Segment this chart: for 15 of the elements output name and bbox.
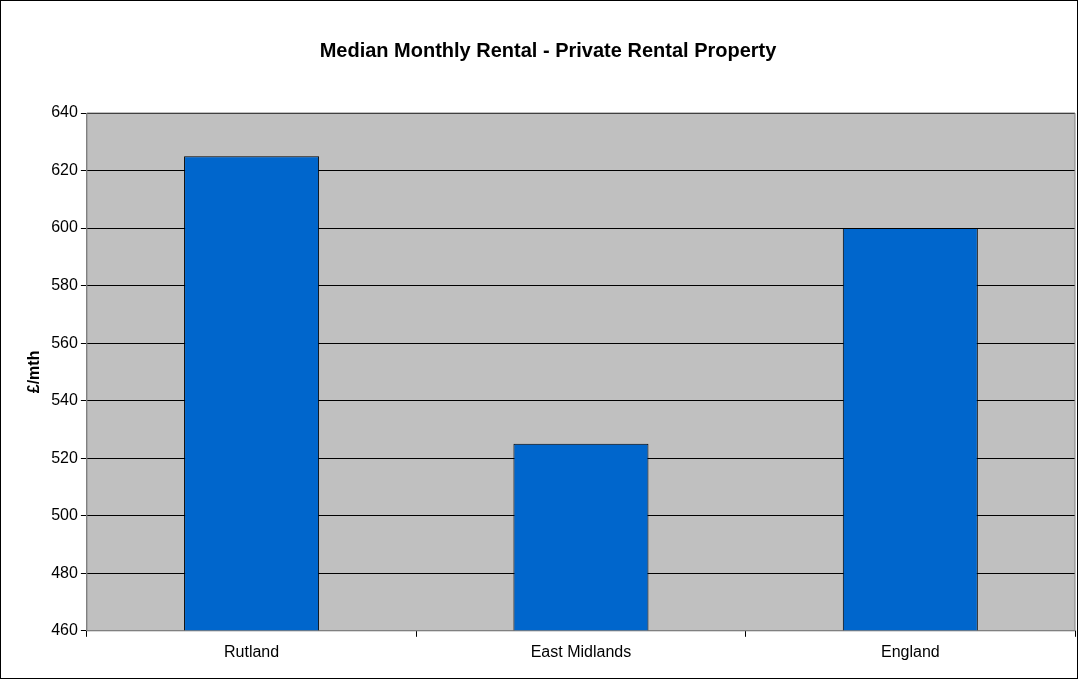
y-tick-label: 560 — [51, 333, 78, 351]
y-tick-label: 540 — [51, 391, 78, 409]
x-tick-label: East Midlands — [530, 642, 632, 660]
y-tick-label: 460 — [51, 621, 78, 639]
y-axis-title: £/mth — [25, 350, 43, 394]
y-tick-label: 480 — [51, 563, 78, 581]
y-tick-label: 500 — [51, 506, 78, 524]
y-tick-label: 580 — [51, 276, 78, 294]
y-tick-label: 620 — [51, 160, 78, 178]
x-tick-label: Rutland — [224, 642, 280, 660]
y-tick-label: 520 — [51, 448, 78, 466]
chart-title: Median Monthly Rental - Private Rental Property — [319, 38, 778, 61]
y-tick-label: 640 — [51, 103, 78, 121]
x-tick-label: England — [880, 642, 940, 660]
y-tick-label: 600 — [51, 218, 78, 236]
